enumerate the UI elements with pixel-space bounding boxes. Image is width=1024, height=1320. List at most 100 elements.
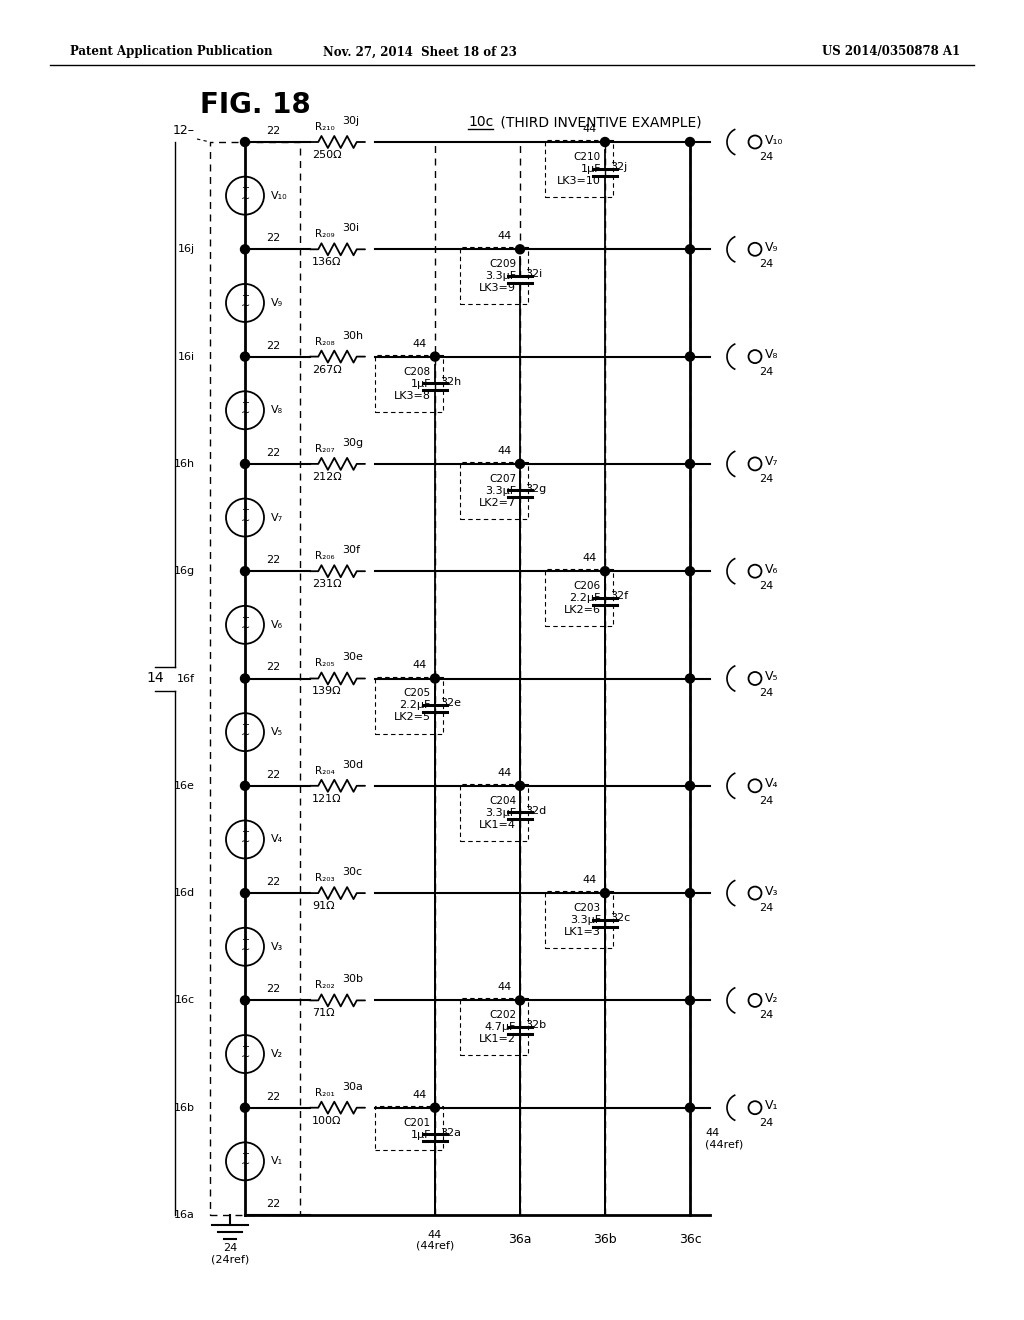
Text: 24: 24 <box>759 796 773 805</box>
Text: 24: 24 <box>759 689 773 698</box>
Text: US 2014/0350878 A1: US 2014/0350878 A1 <box>822 45 961 58</box>
Text: 100Ω: 100Ω <box>312 1115 341 1126</box>
Text: 22: 22 <box>266 663 281 672</box>
Text: 30d: 30d <box>342 760 364 770</box>
Text: ∼: ∼ <box>241 301 250 310</box>
Text: V₉: V₉ <box>765 240 778 253</box>
Text: 24: 24 <box>759 903 773 913</box>
Text: 32f: 32f <box>610 591 628 601</box>
Text: +: + <box>241 183 249 194</box>
Text: LK1=3: LK1=3 <box>564 927 601 937</box>
Circle shape <box>241 566 250 576</box>
Text: C206: C206 <box>573 581 601 591</box>
Text: 16g: 16g <box>174 566 195 577</box>
Text: V₅: V₅ <box>765 671 778 682</box>
Text: 16c: 16c <box>175 995 195 1006</box>
Text: (44ref): (44ref) <box>705 1139 743 1150</box>
Text: 32d: 32d <box>525 805 546 816</box>
Text: 16h: 16h <box>174 459 195 469</box>
Text: 22: 22 <box>266 876 281 887</box>
Text: 44: 44 <box>583 875 597 886</box>
Text: 44: 44 <box>413 1090 427 1100</box>
Circle shape <box>515 781 524 791</box>
Text: 22: 22 <box>266 1092 281 1102</box>
Text: ∼: ∼ <box>241 837 250 847</box>
Text: 24: 24 <box>759 152 773 162</box>
Text: 3.3μF: 3.3μF <box>485 808 516 818</box>
Text: 30j: 30j <box>342 116 359 125</box>
Circle shape <box>515 459 524 469</box>
Text: 1μF: 1μF <box>411 1130 431 1139</box>
Text: V₃: V₃ <box>765 884 778 898</box>
Circle shape <box>241 352 250 362</box>
Text: (24ref): (24ref) <box>211 1255 249 1265</box>
Text: +: + <box>241 935 249 945</box>
Text: ∼: ∼ <box>241 515 250 525</box>
Circle shape <box>241 675 250 682</box>
Text: 22: 22 <box>266 985 281 994</box>
Text: 32i: 32i <box>525 269 543 280</box>
Text: 36c: 36c <box>679 1233 701 1246</box>
Text: R₂₀₈: R₂₀₈ <box>315 337 335 347</box>
Text: V₄: V₄ <box>271 834 283 845</box>
Text: 22: 22 <box>266 556 281 565</box>
Text: V₁: V₁ <box>271 1156 283 1167</box>
Text: C205: C205 <box>403 689 431 698</box>
Text: 44: 44 <box>705 1127 719 1138</box>
Text: R₂₀₉: R₂₀₉ <box>315 230 335 239</box>
Text: 22: 22 <box>266 125 281 136</box>
Text: 16j: 16j <box>178 244 195 255</box>
Text: 2.2μF: 2.2μF <box>399 701 431 710</box>
Text: LK3=9: LK3=9 <box>479 284 516 293</box>
Circle shape <box>685 137 694 147</box>
Text: 24: 24 <box>759 1010 773 1020</box>
Text: 44: 44 <box>498 231 512 242</box>
Text: 212Ω: 212Ω <box>312 471 342 482</box>
Circle shape <box>241 244 250 253</box>
Text: R₂₀₃: R₂₀₃ <box>315 873 335 883</box>
Text: R₂₀₅: R₂₀₅ <box>315 659 335 668</box>
Text: 139Ω: 139Ω <box>312 686 342 697</box>
Text: LK1=2: LK1=2 <box>479 1035 516 1044</box>
Text: 12–: 12– <box>173 124 195 137</box>
Circle shape <box>600 888 609 898</box>
Text: ∼: ∼ <box>241 194 250 203</box>
Text: V₉: V₉ <box>271 298 283 308</box>
Text: ∼: ∼ <box>241 408 250 418</box>
Text: Patent Application Publication: Patent Application Publication <box>70 45 272 58</box>
Text: V₈: V₈ <box>765 348 778 362</box>
Text: C204: C204 <box>488 796 516 805</box>
Text: R₂₀₄: R₂₀₄ <box>315 766 335 776</box>
Text: 121Ω: 121Ω <box>312 793 342 804</box>
Circle shape <box>241 137 250 147</box>
Text: 16e: 16e <box>174 781 195 791</box>
Text: 14: 14 <box>146 672 164 685</box>
Text: ∼: ∼ <box>241 1052 250 1061</box>
Text: 44: 44 <box>583 553 597 564</box>
Text: +: + <box>241 828 249 837</box>
Text: 32h: 32h <box>440 376 461 387</box>
Text: +: + <box>241 1150 249 1159</box>
Text: ∼: ∼ <box>241 1159 250 1170</box>
Text: 267Ω: 267Ω <box>312 364 342 375</box>
Text: 32c: 32c <box>610 913 630 923</box>
Text: ∼: ∼ <box>241 945 250 954</box>
Text: 32e: 32e <box>440 698 461 709</box>
Text: 44: 44 <box>583 124 597 135</box>
Text: 24: 24 <box>759 259 773 269</box>
Text: LK2=6: LK2=6 <box>564 605 601 615</box>
Circle shape <box>241 995 250 1005</box>
Text: 32j: 32j <box>610 162 628 172</box>
Text: V₈: V₈ <box>271 405 283 416</box>
Text: 30b: 30b <box>342 974 362 985</box>
Circle shape <box>515 244 524 253</box>
Text: ∼: ∼ <box>241 623 250 632</box>
Text: 30f: 30f <box>342 545 360 556</box>
Text: C210: C210 <box>573 152 601 162</box>
Text: V₃: V₃ <box>271 941 284 952</box>
Text: V₇: V₇ <box>765 455 778 469</box>
Text: V₅: V₅ <box>271 727 283 737</box>
Text: +: + <box>241 399 249 408</box>
Text: 32g: 32g <box>525 484 546 494</box>
Text: 30g: 30g <box>342 438 364 447</box>
